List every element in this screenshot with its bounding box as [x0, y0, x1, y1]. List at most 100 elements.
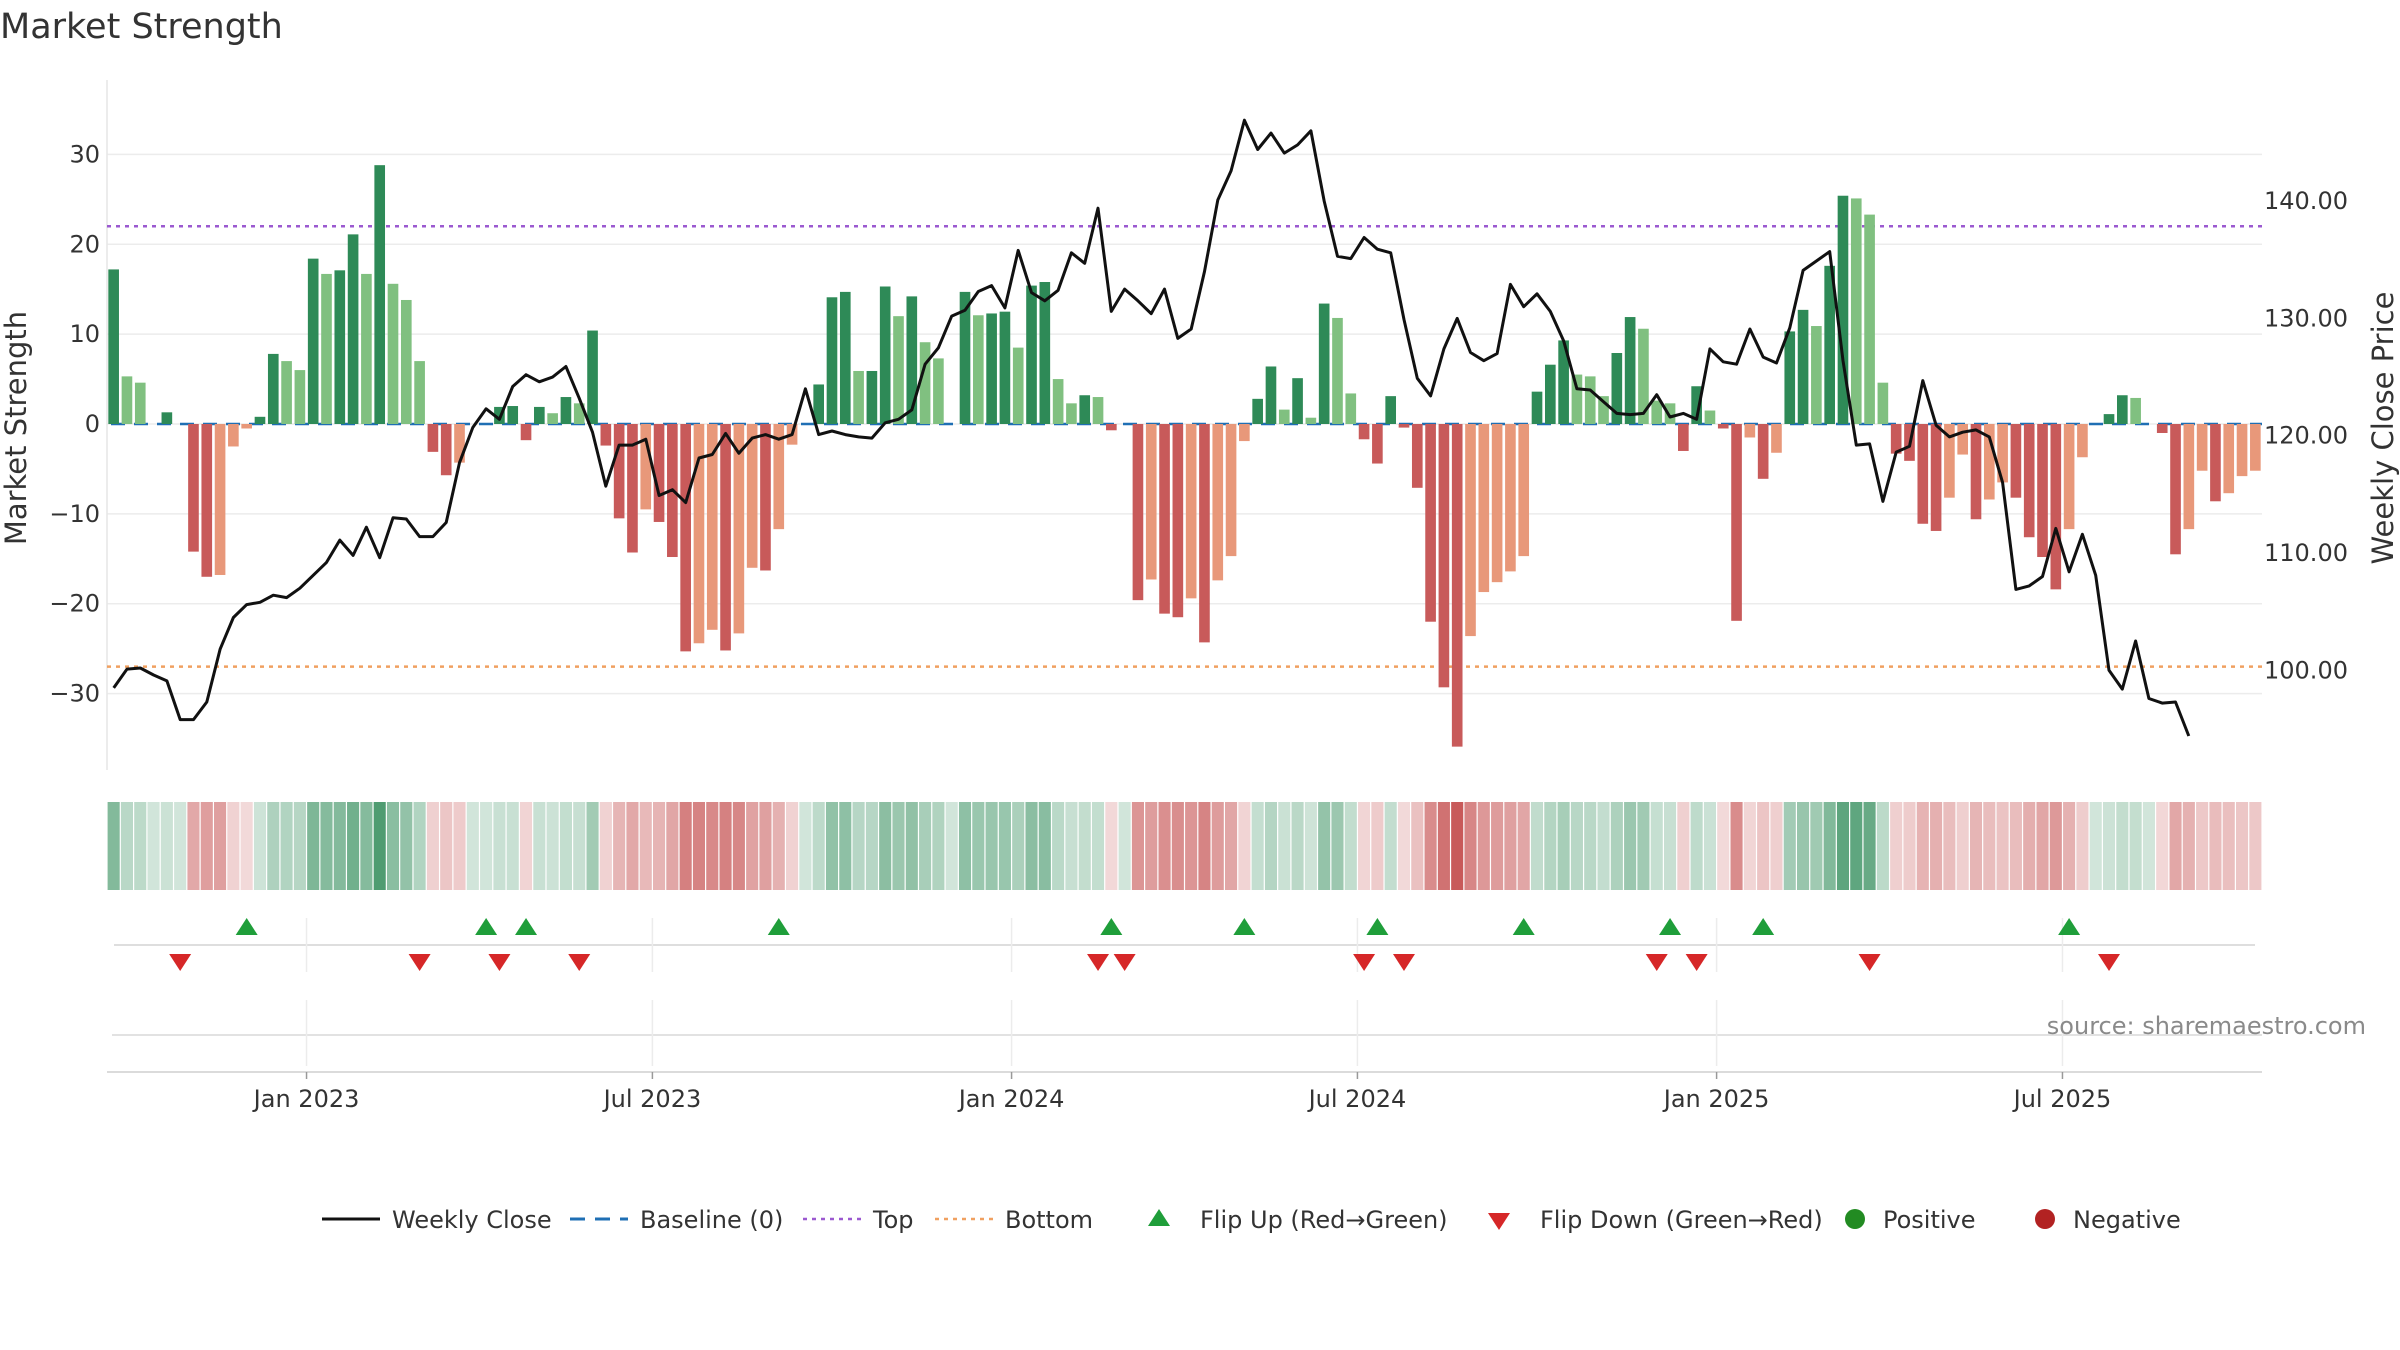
strength-bar: [866, 370, 878, 424]
strength-bar: [1970, 424, 1982, 520]
heat-cell: [360, 802, 373, 890]
strength-bar: [1664, 403, 1676, 424]
left-tick-label: −20: [49, 590, 100, 618]
strength-bar: [1571, 374, 1583, 424]
strength-bar: [1983, 424, 1995, 500]
heat-cell: [1118, 802, 1131, 890]
strength-bar: [2023, 424, 2035, 538]
heat-cell: [400, 802, 413, 890]
flip-up-marker: [235, 918, 258, 935]
strength-bar: [374, 165, 386, 425]
strength-bar: [1850, 198, 1862, 424]
strength-bar: [2077, 424, 2088, 458]
strength-bar: [680, 424, 691, 652]
strength-bar: [587, 330, 598, 424]
heat-cell: [679, 802, 692, 890]
strength-bar: [134, 382, 146, 424]
heat-cell: [905, 802, 918, 890]
left-tick-label: −10: [49, 500, 100, 528]
strength-bar: [879, 286, 891, 424]
strength-bar: [1771, 424, 1782, 453]
strength-bar: [361, 273, 372, 424]
strength-bar: [1292, 378, 1303, 424]
flip-up-marker: [767, 918, 790, 935]
strength-bar: [1358, 424, 1370, 440]
heat-cell: [293, 802, 306, 890]
heat-cell: [347, 802, 360, 890]
strength-bar: [387, 283, 399, 424]
heat-cell: [2196, 802, 2209, 890]
strength-bar: [560, 397, 572, 424]
strength-bar: [2170, 424, 2181, 555]
heat-cell: [480, 802, 493, 890]
heat-cell: [746, 802, 759, 890]
weekly-close-line: [112, 118, 2191, 737]
strength-bar: [547, 413, 558, 424]
strength-bar: [1066, 403, 1077, 424]
left-tick-label: 10: [69, 320, 100, 348]
heat-cell: [653, 802, 666, 890]
heat-cell: [1091, 802, 1105, 890]
heat-cell: [1969, 802, 1983, 890]
strength-bar: [1784, 331, 1796, 424]
heat-cell: [120, 802, 133, 890]
heat-cell: [2009, 802, 2022, 890]
heat-cell: [1650, 802, 1663, 890]
heat-cell: [879, 802, 892, 890]
heat-cell: [307, 802, 320, 890]
strength-bar: [2156, 424, 2168, 433]
strength-bar: [2010, 424, 2022, 498]
heat-cell: [1996, 802, 2009, 890]
legend-flip-down-label: Flip Down (Green→Red): [1540, 1206, 1823, 1234]
strength-bar: [334, 270, 346, 424]
heat-cell: [692, 802, 706, 890]
heat-cell: [1637, 802, 1650, 890]
heat-cell: [1318, 802, 1331, 890]
strength-bar: [1651, 400, 1663, 424]
strength-bar: [2196, 424, 2208, 471]
strength-bar: [534, 406, 545, 424]
left-tick-label: −30: [49, 680, 100, 708]
heat-cell: [493, 802, 506, 890]
heat-cell: [958, 802, 972, 890]
heat-cell: [799, 802, 812, 890]
heat-cell: [1012, 802, 1025, 890]
heat-cell: [1823, 802, 1836, 890]
strength-bar: [693, 424, 705, 644]
heat-cell: [1717, 802, 1730, 890]
flip-down-marker: [1113, 954, 1136, 971]
flip-up-marker: [1100, 918, 1123, 935]
heat-cell: [1078, 802, 1091, 890]
heat-cell: [772, 802, 785, 890]
heat-cell: [333, 802, 346, 890]
strength-bar: [161, 412, 173, 424]
x-tick-label: Jul 2024: [1307, 1085, 1407, 1113]
strength-bar: [228, 424, 239, 447]
flip-down-marker: [1087, 954, 1110, 971]
weekly-close-layer: [112, 118, 2191, 737]
strength-bar: [999, 311, 1011, 424]
heat-cell: [2129, 802, 2142, 890]
strength-bar: [1624, 317, 1636, 424]
strength-bar: [1172, 424, 1184, 618]
heat-cell: [1384, 802, 1397, 890]
strength-bar: [972, 315, 984, 424]
strength-bar: [613, 424, 625, 519]
heat-cell: [2089, 802, 2102, 890]
heat-cell: [1025, 802, 1038, 890]
strength-bar: [959, 291, 971, 424]
flip-up-marker: [1512, 918, 1535, 935]
strength-bar: [1451, 424, 1463, 747]
heat-cell: [214, 802, 227, 890]
heat-cell: [1225, 802, 1238, 890]
heat-cell: [174, 802, 187, 890]
heat-cell: [1930, 802, 1943, 890]
heat-cell: [1956, 802, 1969, 890]
strength-bar: [1199, 424, 1210, 643]
strength-bar: [1864, 214, 1875, 424]
strength-bar: [746, 424, 758, 568]
left-tick-label: 30: [69, 140, 100, 168]
heat-cell: [1797, 802, 1810, 890]
strength-bar: [733, 424, 745, 634]
